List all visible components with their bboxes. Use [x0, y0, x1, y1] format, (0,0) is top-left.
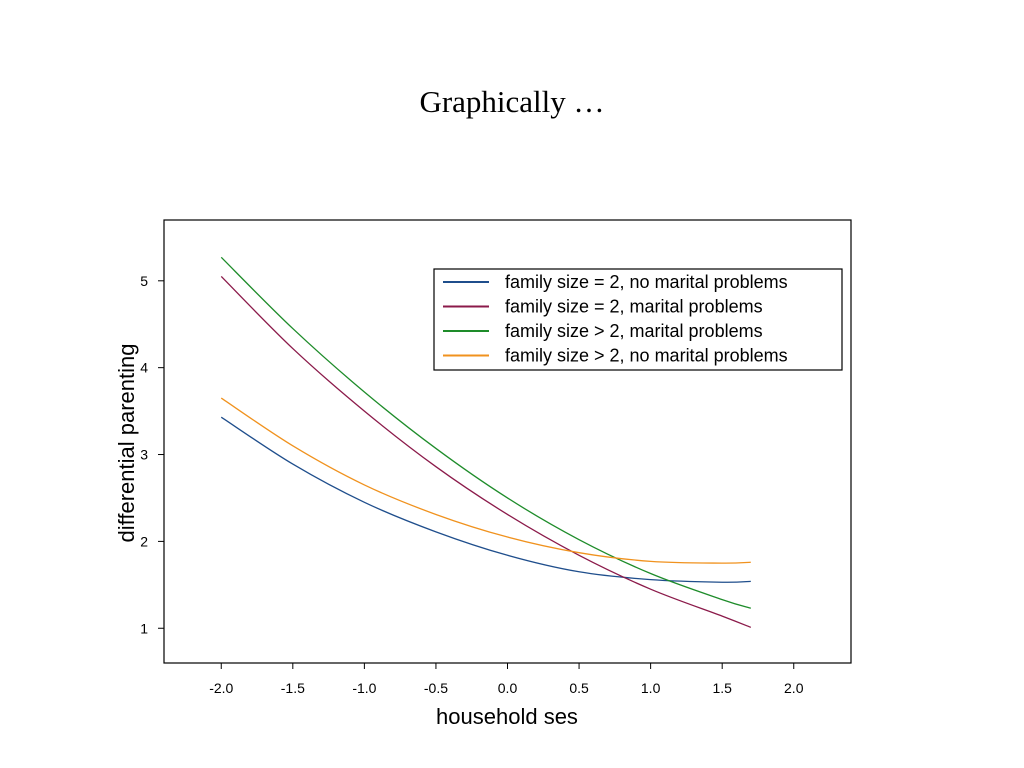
legend: family size = 2, no marital problems fami… [433, 268, 843, 371]
y-tick-label: 4 [140, 360, 148, 376]
series-line-3 [220, 256, 751, 609]
x-tick-label: -2.0 [209, 680, 233, 696]
y-axis-ticks: 1 2 3 4 5 [140, 273, 164, 636]
legend-box [433, 268, 843, 371]
legend-label-3: family size > 2, marital problems [505, 321, 763, 341]
x-tick-label: 1.0 [641, 680, 661, 696]
y-tick-label: 5 [140, 273, 148, 289]
x-tick-label: 2.0 [784, 680, 804, 696]
legend-label-1: family size = 2, no marital problems [505, 272, 788, 292]
x-tick-label: -1.5 [281, 680, 305, 696]
y-tick-label: 2 [140, 533, 148, 549]
y-tick-label: 1 [140, 620, 148, 636]
series-line-1 [220, 416, 751, 583]
x-tick-label: 0.0 [498, 680, 518, 696]
x-tick-label: 1.5 [712, 680, 732, 696]
x-axis-title: household ses [436, 704, 578, 729]
y-tick-label: 3 [140, 447, 148, 463]
series-line-4 [220, 397, 751, 564]
slide-title: Graphically … [419, 84, 605, 119]
legend-label-4: family size > 2, no marital problems [505, 346, 788, 366]
y-axis-title: differential parenting [114, 344, 139, 543]
legend-label-2: family size = 2, marital problems [505, 297, 763, 317]
x-tick-label: -0.5 [424, 680, 448, 696]
series-line-2 [220, 276, 752, 628]
series-lines [220, 256, 752, 628]
x-tick-label: 0.5 [569, 680, 589, 696]
x-axis-ticks: -2.0 -1.5 -1.0 -0.5 0.0 0.5 1.0 1.5 2.0 [209, 663, 804, 696]
x-tick-label: -1.0 [352, 680, 376, 696]
